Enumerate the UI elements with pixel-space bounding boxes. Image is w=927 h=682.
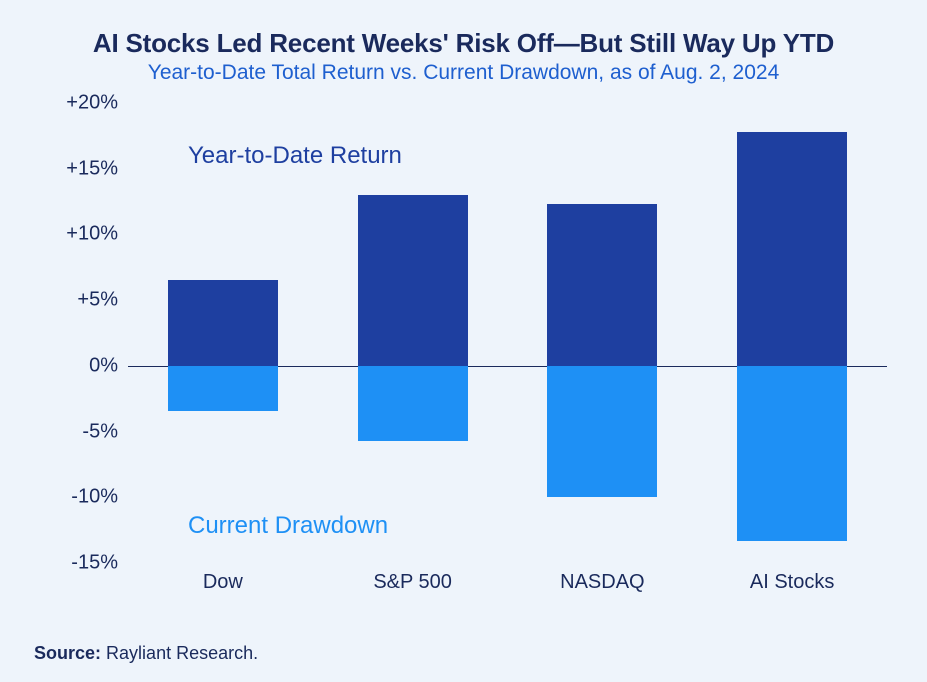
x-axis-label: AI Stocks: [750, 571, 834, 594]
ytick-label: -10%: [42, 486, 118, 509]
ytick-label: -5%: [42, 420, 118, 443]
bar-ytd: [168, 280, 278, 365]
y-axis: +20%+15%+10%+5%0%-5%-10%-15%: [38, 103, 118, 595]
x-axis-label: Dow: [203, 571, 243, 594]
source-text: Rayliant Research.: [106, 643, 258, 663]
ytick-label: +5%: [42, 289, 118, 312]
bar-ytd: [737, 132, 847, 366]
ytick-label: +10%: [42, 223, 118, 246]
bar-drawdown: [547, 366, 657, 497]
bar-drawdown: [737, 366, 847, 541]
source-line: Source: Rayliant Research.: [34, 643, 258, 664]
chart-area: +20%+15%+10%+5%0%-5%-10%-15% Year-to-Dat…: [38, 103, 893, 595]
annotation-current-drawdown: Current Drawdown: [188, 512, 388, 540]
bar-drawdown: [358, 366, 468, 441]
bar-ytd: [547, 204, 657, 366]
ytick-label: 0%: [42, 354, 118, 377]
plot-area: Year-to-Date Return Current Drawdown Dow…: [128, 103, 887, 563]
annotation-ytd-return: Year-to-Date Return: [188, 142, 402, 170]
bar-drawdown: [168, 366, 278, 411]
source-label: Source:: [34, 643, 101, 663]
chart-subtitle: Year-to-Date Total Return vs. Current Dr…: [34, 61, 893, 85]
chart-frame: AI Stocks Led Recent Weeks' Risk Off—But…: [0, 0, 927, 682]
ytick-label: +15%: [42, 157, 118, 180]
chart-title: AI Stocks Led Recent Weeks' Risk Off—But…: [34, 28, 893, 59]
x-axis-label: NASDAQ: [560, 571, 644, 594]
bar-ytd: [358, 195, 468, 366]
ytick-label: -15%: [42, 552, 118, 575]
x-axis-label: S&P 500: [373, 571, 452, 594]
ytick-label: +20%: [42, 92, 118, 115]
